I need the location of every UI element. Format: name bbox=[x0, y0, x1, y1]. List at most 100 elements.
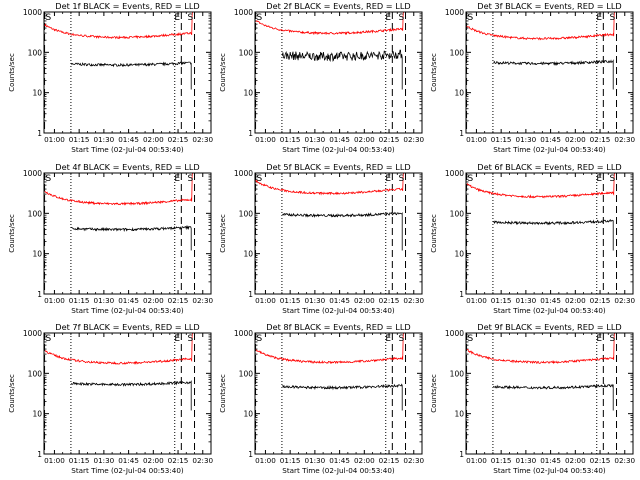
x-tick-label: 01:00 bbox=[44, 296, 65, 305]
lld-series-line bbox=[466, 172, 616, 199]
y-tick-label: 1000 bbox=[23, 8, 42, 17]
x-tick-label: 01:15 bbox=[280, 456, 301, 465]
x-tick-label: 01:00 bbox=[255, 456, 276, 465]
x-tick-label: 01:30 bbox=[94, 296, 115, 305]
marker-e-label: E bbox=[174, 13, 180, 23]
events-series-line bbox=[282, 383, 403, 411]
marker-e-label: E bbox=[385, 334, 391, 344]
events-series-line bbox=[492, 383, 614, 411]
x-tick-label: 02:30 bbox=[403, 456, 424, 465]
x-tick-label: 02:30 bbox=[614, 296, 635, 305]
x-tick-label: 01:30 bbox=[94, 456, 115, 465]
x-tick-label: 02:15 bbox=[168, 456, 189, 465]
panel-title: Det 7f BLACK = Events, RED = LLD bbox=[55, 322, 199, 332]
y-tick-label: 1000 bbox=[445, 8, 464, 17]
events-series-line bbox=[281, 49, 403, 90]
marker-s-label: S bbox=[468, 334, 474, 344]
plot-frame bbox=[254, 332, 423, 455]
y-tick-label: 100 bbox=[28, 369, 43, 378]
marker-e-label: E bbox=[596, 334, 602, 344]
marker-s-label: S bbox=[46, 334, 52, 344]
y-tick-label: 10 bbox=[32, 250, 42, 259]
y-tick-label: 1 bbox=[37, 129, 42, 138]
x-tick-label: 02:15 bbox=[590, 296, 611, 305]
marker-s-label: S bbox=[610, 334, 616, 344]
y-tick-label: 10 bbox=[243, 250, 253, 259]
y-tick-label: 1000 bbox=[23, 169, 42, 178]
y-axis-label: Counts/sec bbox=[8, 214, 16, 253]
lld-series-line bbox=[44, 332, 194, 365]
x-tick-label: 02:00 bbox=[143, 135, 164, 144]
y-tick-label: 10 bbox=[32, 89, 42, 98]
x-axis-label: Start Time (02-Jul-04 00:53:40) bbox=[71, 466, 184, 475]
x-axis-label: Start Time (02-Jul-04 00:53:40) bbox=[493, 145, 606, 154]
x-tick-label: 01:30 bbox=[516, 135, 537, 144]
plot-frame bbox=[465, 11, 634, 134]
x-tick-label: 01:30 bbox=[305, 135, 326, 144]
x-tick-label: 01:30 bbox=[516, 296, 537, 305]
x-tick-label: 01:15 bbox=[69, 296, 90, 305]
plot-frame bbox=[254, 172, 423, 295]
marker-s-label: S bbox=[468, 13, 474, 23]
x-tick-label: 02:30 bbox=[192, 296, 213, 305]
x-tick-label: 01:00 bbox=[44, 456, 65, 465]
y-tick-label: 1 bbox=[248, 450, 253, 459]
x-tick-label: 01:45 bbox=[540, 456, 561, 465]
detector-panel: Det 9f BLACK = Events, RED = LLD Counts/s… bbox=[430, 322, 636, 475]
x-axis-label: Start Time (02-Jul-04 00:53:40) bbox=[282, 306, 395, 315]
x-tick-label: 01:00 bbox=[255, 135, 276, 144]
lld-series-line bbox=[466, 332, 616, 365]
x-tick-label: 02:15 bbox=[168, 296, 189, 305]
y-tick-label: 100 bbox=[450, 369, 465, 378]
detector-panel: Det 1f BLACK = Events, RED = LLD Counts/s… bbox=[8, 1, 214, 154]
y-tick-label: 10 bbox=[32, 410, 42, 419]
x-tick-label: 02:15 bbox=[590, 456, 611, 465]
x-axis-label: Start Time (02-Jul-04 00:53:40) bbox=[282, 145, 395, 154]
x-tick-label: 02:00 bbox=[354, 135, 375, 144]
x-tick-label: 01:45 bbox=[118, 135, 139, 144]
marker-e-label: E bbox=[596, 13, 602, 23]
x-tick-label: 01:45 bbox=[118, 456, 139, 465]
y-tick-label: 1 bbox=[248, 290, 253, 299]
panel-title: Det 8f BLACK = Events, RED = LLD bbox=[266, 322, 410, 332]
y-tick-label: 1000 bbox=[23, 329, 42, 338]
plot-frame bbox=[43, 11, 212, 134]
lld-series-line bbox=[466, 11, 616, 41]
y-tick-label: 1000 bbox=[234, 169, 253, 178]
lld-series-line bbox=[255, 11, 405, 36]
events-series-line bbox=[71, 380, 192, 411]
y-tick-label: 10 bbox=[454, 250, 464, 259]
detector-panel: Det 3f BLACK = Events, RED = LLD Counts/s… bbox=[430, 1, 636, 154]
y-tick-label: 1000 bbox=[234, 329, 253, 338]
x-tick-label: 01:15 bbox=[280, 296, 301, 305]
x-tick-label: 02:00 bbox=[354, 296, 375, 305]
lld-series-line bbox=[44, 172, 194, 206]
x-tick-label: 02:00 bbox=[143, 296, 164, 305]
y-tick-label: 100 bbox=[28, 209, 43, 218]
events-series-line bbox=[493, 59, 614, 90]
y-axis-label: Counts/sec bbox=[219, 214, 227, 253]
x-axis-label: Start Time (02-Jul-04 00:53:40) bbox=[71, 306, 184, 315]
marker-s-label: S bbox=[610, 13, 616, 23]
x-tick-label: 01:30 bbox=[94, 135, 115, 144]
marker-e-label: E bbox=[174, 174, 180, 184]
x-tick-label: 02:30 bbox=[614, 456, 635, 465]
y-axis-label: Counts/sec bbox=[430, 53, 438, 92]
y-tick-label: 1000 bbox=[234, 8, 253, 17]
marker-e-label: E bbox=[385, 174, 391, 184]
detector-panel: Det 6f BLACK = Events, RED = LLD Counts/s… bbox=[430, 162, 636, 315]
y-axis-label: Counts/sec bbox=[430, 214, 438, 253]
x-tick-label: 02:30 bbox=[403, 135, 424, 144]
y-tick-label: 100 bbox=[239, 209, 254, 218]
panel-title: Det 1f BLACK = Events, RED = LLD bbox=[55, 1, 199, 11]
x-tick-label: 01:00 bbox=[255, 296, 276, 305]
lld-series-line bbox=[255, 332, 405, 365]
events-series-line bbox=[70, 61, 192, 90]
y-tick-label: 1 bbox=[37, 450, 42, 459]
x-tick-label: 01:00 bbox=[44, 135, 65, 144]
x-tick-label: 01:15 bbox=[69, 456, 90, 465]
marker-e-label: E bbox=[385, 13, 391, 23]
x-tick-label: 01:15 bbox=[491, 135, 512, 144]
x-tick-label: 01:45 bbox=[540, 135, 561, 144]
y-tick-label: 1000 bbox=[445, 329, 464, 338]
